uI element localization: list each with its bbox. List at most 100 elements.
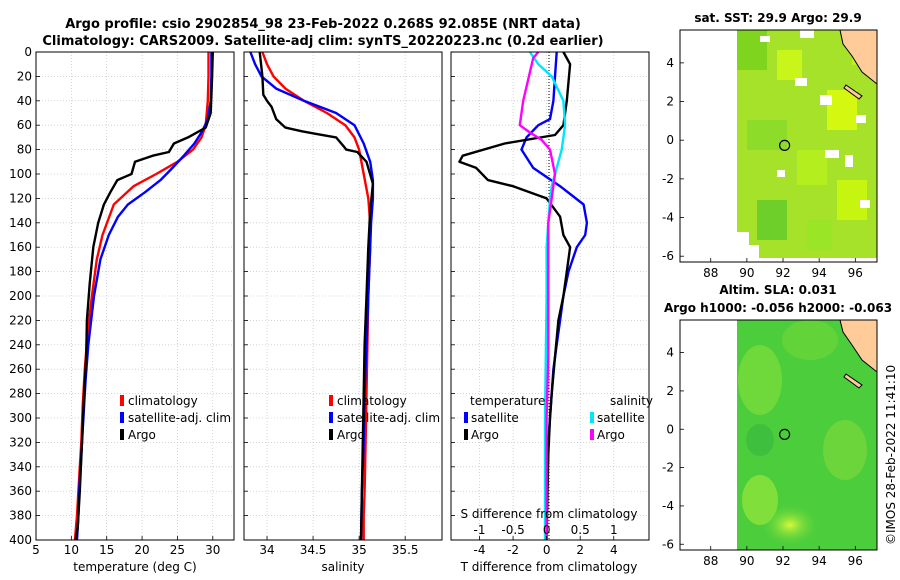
sla-map-title-line1: Altim. SLA: 0.031 [719, 283, 836, 297]
map-tick-label-y: 4 [666, 346, 674, 360]
map-tick-label-x: 96 [848, 266, 863, 280]
legend-swatch-t-satellite [464, 412, 468, 423]
sst-island [843, 84, 863, 100]
tick-label-x: 10 [64, 543, 79, 557]
sla-map-title-line2: Argo h1000: -0.056 h2000: -0.063 [664, 301, 892, 315]
legend-label-s-argo: Argo [597, 428, 625, 442]
legend-label-climatology: climatology [337, 394, 407, 408]
difference-panel: temperature salinity satellite Argo sate… [450, 51, 653, 574]
tick-label-x: 20 [134, 543, 149, 557]
map-tick-label-y: -6 [662, 249, 674, 263]
tick-label-y: 340 [9, 460, 32, 474]
figure-title-line1: Argo profile: csio 2902854_98 23-Feb-202… [65, 17, 581, 32]
tick-label-y: 120 [9, 191, 32, 205]
tick-label-x: 35 [351, 543, 366, 557]
map-tick-label-x: 94 [812, 266, 827, 280]
series-line-climatology [261, 51, 372, 540]
sst-argo-marker [778, 139, 791, 151]
sst-axes-frame [679, 29, 878, 263]
legend-swatch-climatology [329, 395, 333, 406]
legend-swatch-satellite [120, 412, 124, 423]
legend-label-t-satellite: satellite [471, 411, 519, 425]
map-tick-label-y: -4 [662, 211, 674, 225]
salinity-legend: climatology satellite-adj. clim Argo [329, 394, 440, 442]
tick-label-x: 4 [610, 543, 618, 557]
map-tick-label-x: 94 [812, 554, 827, 568]
tick-label-y: 360 [9, 484, 32, 498]
tick-label-y: 100 [9, 167, 32, 181]
temperature-panel: climatology satellite-adj. clim Argo 5 10… [9, 45, 235, 574]
map-tick-label-y: -4 [662, 499, 674, 513]
tick-label-y: 220 [9, 313, 32, 327]
map-tick-label-y: 0 [666, 422, 674, 436]
series-line-salinity-argo [518, 51, 557, 540]
map-tick-label-x: 96 [848, 554, 863, 568]
legend-swatch-satellite [329, 412, 333, 423]
sla-argo-marker [778, 428, 791, 440]
sla-island [843, 373, 863, 389]
legend-label-climatology: climatology [128, 394, 198, 408]
tick-label-y: 80 [17, 143, 32, 157]
sla-field-variations [738, 320, 867, 547]
tick-label-y: 20 [17, 69, 32, 83]
tick-label-x: 2 [576, 543, 584, 557]
imos-watermark: ©IMOS 28-Feb-2022 11:41:10 [884, 365, 898, 545]
legend-label-s-satellite: satellite [597, 411, 645, 425]
legend-swatch-argo [120, 429, 124, 440]
figure-title-line2: Climatology: CARS2009. Satellite-adj cli… [42, 34, 603, 49]
tick-label-x: 5 [32, 543, 40, 557]
tick-label-x: 34 [259, 543, 274, 557]
tick-label-y: 180 [9, 265, 32, 279]
legend-title-salinity: salinity [610, 394, 653, 408]
sst-missing-patches [737, 30, 870, 262]
map-tick-label-x: 90 [739, 266, 754, 280]
tick-label-y: 140 [9, 216, 32, 230]
map-tick-label-x: 88 [703, 554, 718, 568]
legend-title-temperature: temperature [470, 394, 545, 408]
legend-label-argo: Argo [128, 428, 156, 442]
sst-field [737, 30, 877, 258]
tick-label-x: 15 [99, 543, 114, 557]
difference-xlabel: T difference from climatology [460, 560, 638, 574]
tick-label-x: -4 [474, 543, 486, 557]
legend-swatch-s-satellite [590, 412, 594, 423]
salinity-panel: climatology satellite-adj. clim Argo 34 3… [243, 51, 443, 574]
tick-label-y: 200 [9, 289, 32, 303]
legend-swatch-t-argo [464, 429, 468, 440]
map-tick-label-y: -2 [662, 461, 674, 475]
s-tick-label: 1 [610, 523, 618, 537]
map-tick-label-y: -6 [662, 537, 674, 551]
series-line-argo [258, 51, 375, 541]
map-tick-label-x: 92 [775, 266, 790, 280]
map-tick-label-y: 4 [666, 56, 674, 70]
legend-label-t-argo: Argo [471, 428, 499, 442]
legend-swatch-s-argo [590, 429, 594, 440]
salinity-xlabel: salinity [321, 560, 364, 574]
sst-map-panel: sat. SST: 29.9 Argo: 29.9 88 90 92 94 96 4 2 0 -… [662, 11, 878, 280]
tick-label-x: -2 [507, 543, 519, 557]
tick-label-y: 320 [9, 435, 32, 449]
tick-label-y: 260 [9, 362, 32, 376]
tick-label-x: 35.5 [392, 543, 419, 557]
legend-swatch-argo [329, 429, 333, 440]
difference-s-axis-label: S difference from climatology [461, 507, 638, 521]
map-tick-label-y: 0 [666, 133, 674, 147]
s-tick-label: -0.5 [501, 523, 524, 537]
series-line-temperature-argo [458, 51, 572, 541]
legend-label-satellite: satellite-adj. clim [337, 411, 440, 425]
map-tick-label-y: -2 [662, 172, 674, 186]
s-tick-label: 0.5 [571, 523, 590, 537]
tick-label-y: 400 [9, 533, 32, 547]
s-tick-label: 0 [543, 523, 551, 537]
tick-label-y: 300 [9, 411, 32, 425]
temperature-legend: climatology satellite-adj. clim Argo [120, 394, 231, 442]
tick-label-y: 0 [24, 45, 32, 59]
series-line-salinity-satellite [528, 51, 567, 540]
s-tick-label: -1 [474, 523, 486, 537]
series-line-argo [74, 51, 214, 541]
tick-label-y: 40 [17, 94, 32, 108]
tick-label-y: 240 [9, 338, 32, 352]
tick-label-y: 380 [9, 509, 32, 523]
legend-label-satellite: satellite-adj. clim [128, 411, 231, 425]
